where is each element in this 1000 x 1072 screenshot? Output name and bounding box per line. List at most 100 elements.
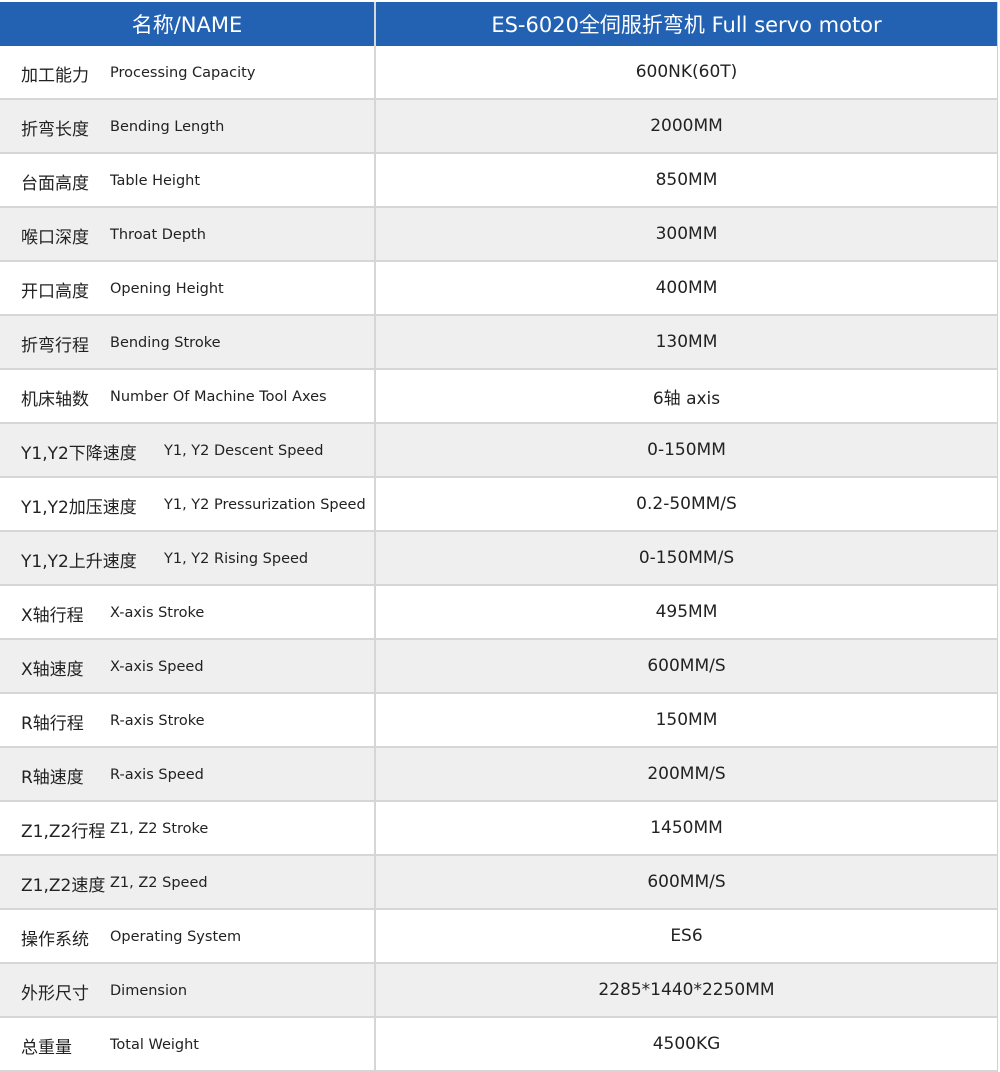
table-row: X轴速度 X-axis Speed 600MM/S <box>0 640 997 694</box>
spec-value: 130MM <box>655 332 718 352</box>
spec-name-cn: R轴速度 <box>21 768 84 788</box>
spec-value: 600MM/S <box>647 872 726 892</box>
spec-name-cn: Z1,Z2速度 <box>21 876 106 896</box>
spec-name-cell: 折弯行程 Bending Stroke <box>0 316 376 368</box>
spec-name-cell: 机床轴数 Number Of Machine Tool Axes <box>0 370 376 422</box>
spec-value: 495MM <box>655 602 718 622</box>
table-row: Z1,Z2速度 Z1, Z2 Speed 600MM/S <box>0 856 997 910</box>
spec-value: 600MM/S <box>647 656 726 676</box>
spec-value: 0-150MM/S <box>638 548 735 568</box>
spec-name-en: Opening Height <box>110 281 224 297</box>
table-row: X轴行程 X-axis Stroke 495MM <box>0 586 997 640</box>
spec-name-cn: X轴速度 <box>21 660 84 680</box>
spec-name-cn: X轴行程 <box>21 606 84 626</box>
spec-name-en: R-axis Stroke <box>110 713 205 729</box>
header-model: ES-6020全伺服折弯机 Full servo motor <box>491 13 882 37</box>
spec-value: 0.2-50MM/S <box>636 494 737 514</box>
spec-value: 600NK(60T) <box>635 62 738 82</box>
spec-name-cell: Y1,Y2上升速度 Y1, Y2 Rising Speed <box>0 532 376 584</box>
spec-name-cn: Z1,Z2行程 <box>21 822 106 842</box>
spec-name-cell: Z1,Z2行程 Z1, Z2 Stroke <box>0 802 376 854</box>
table-row: 总重量 Total Weight 4500KG <box>0 1018 997 1072</box>
table-row: 外形尺寸 Dimension 2285*1440*2250MM <box>0 964 997 1018</box>
spec-value: 6轴 axis <box>652 388 721 409</box>
spec-name-cell: Z1,Z2速度 Z1, Z2 Speed <box>0 856 376 908</box>
spec-name-cn: 喉口深度 <box>21 228 89 248</box>
spec-name-cell: R轴行程 R-axis Stroke <box>0 694 376 746</box>
header-name: 名称/NAME <box>0 2 376 46</box>
spec-name-cn: 操作系统 <box>21 930 89 950</box>
spec-name-cell: 开口高度 Opening Height <box>0 262 376 314</box>
spec-name-cell: X轴行程 X-axis Stroke <box>0 586 376 638</box>
spec-name-en: Number Of Machine Tool Axes <box>110 389 327 405</box>
spec-name-en: Y1, Y2 Descent Speed <box>164 443 324 459</box>
spec-value: 400MM <box>655 278 718 298</box>
spec-value: 1450MM <box>650 818 723 838</box>
table-row: Y1,Y2下降速度 Y1, Y2 Descent Speed 0-150MM <box>0 424 997 478</box>
spec-name-cn: 加工能力 <box>21 66 89 86</box>
spec-name-cn: 折弯长度 <box>21 120 89 140</box>
spec-value: 300MM <box>655 224 718 244</box>
table-row: 喉口深度 Throat Depth 300MM <box>0 208 997 262</box>
spec-name-en: Z1, Z2 Stroke <box>110 821 209 837</box>
spec-name-cn: 开口高度 <box>21 282 89 302</box>
spec-name-cell: 喉口深度 Throat Depth <box>0 208 376 260</box>
spec-name-cell: X轴速度 X-axis Speed <box>0 640 376 692</box>
table-row: 折弯行程 Bending Stroke 130MM <box>0 316 997 370</box>
spec-name-cell: 外形尺寸 Dimension <box>0 964 376 1016</box>
table-row: R轴行程 R-axis Stroke 150MM <box>0 694 997 748</box>
spec-name-en: Bending Length <box>110 119 225 135</box>
spec-name-en: Processing Capacity <box>110 65 256 81</box>
table-header: 名称/NAME ES-6020全伺服折弯机 Full servo motor <box>0 2 997 46</box>
spec-name-cn: 总重量 <box>21 1038 72 1058</box>
spec-name-en: Y1, Y2 Rising Speed <box>164 551 309 567</box>
table-row: 台面高度 Table Height 850MM <box>0 154 997 208</box>
table-row: 操作系统 Operating System ES6 <box>0 910 997 964</box>
table-row: R轴速度 R-axis Speed 200MM/S <box>0 748 997 802</box>
spec-value: 150MM <box>655 710 718 730</box>
spec-value: 200MM/S <box>647 764 726 784</box>
table-row: 开口高度 Opening Height 400MM <box>0 262 997 316</box>
spec-name-en: R-axis Speed <box>110 767 204 783</box>
spec-name-cell: 加工能力 Processing Capacity <box>0 46 376 98</box>
spec-name-cn: Y1,Y2加压速度 <box>21 498 137 518</box>
table-row: Y1,Y2加压速度 Y1, Y2 Pressurization Speed 0.2-… <box>0 478 997 532</box>
table-row: 折弯长度 Bending Length 2000MM <box>0 100 997 154</box>
table-row: 加工能力 Processing Capacity 600NK(60T) <box>0 46 997 100</box>
spec-name-cell: 台面高度 Table Height <box>0 154 376 206</box>
spec-name-cn: Y1,Y2下降速度 <box>21 444 137 464</box>
spec-name-cell: Y1,Y2加压速度 Y1, Y2 Pressurization Speed <box>0 478 376 530</box>
spec-name-cell: 折弯长度 Bending Length <box>0 100 376 152</box>
spec-name-cell: 总重量 Total Weight <box>0 1018 376 1070</box>
spec-name-en: Bending Stroke <box>110 335 221 351</box>
spec-name-cn: 折弯行程 <box>21 336 89 356</box>
spec-name-en: X-axis Stroke <box>110 605 205 621</box>
spec-name-en: Z1, Z2 Speed <box>110 875 208 891</box>
spec-name-en: Y1, Y2 Pressurization Speed <box>164 497 366 513</box>
spec-value: 2285*1440*2250MM <box>598 980 775 1000</box>
spec-name-en: Operating System <box>110 929 242 945</box>
spec-name-cell: Y1,Y2下降速度 Y1, Y2 Descent Speed <box>0 424 376 476</box>
spec-value: 2000MM <box>650 116 723 136</box>
spec-value: ES6 <box>670 926 703 946</box>
spec-name-cn: 外形尺寸 <box>21 984 89 1004</box>
spec-name-en: X-axis Speed <box>110 659 204 675</box>
table-row: Z1,Z2行程 Z1, Z2 Stroke 1450MM <box>0 802 997 856</box>
spec-name-cn: 机床轴数 <box>21 390 89 410</box>
spec-name-cn: R轴行程 <box>21 714 84 734</box>
spec-name-cn: Y1,Y2上升速度 <box>21 552 137 572</box>
spec-name-cell: R轴速度 R-axis Speed <box>0 748 376 800</box>
spec-value: 850MM <box>655 170 718 190</box>
spec-name-en: Total Weight <box>110 1037 199 1053</box>
table-row: 机床轴数 Number Of Machine Tool Axes 6轴 axis <box>0 370 997 424</box>
spec-name-cell: 操作系统 Operating System <box>0 910 376 962</box>
table-row: Y1,Y2上升速度 Y1, Y2 Rising Speed 0-150MM/S <box>0 532 997 586</box>
table-body: 加工能力 Processing Capacity 600NK(60T) 折弯长度 Ben… <box>0 46 997 1072</box>
spec-name-en: Throat Depth <box>110 227 206 243</box>
spec-value: 0-150MM <box>647 440 726 460</box>
spec-name-en: Dimension <box>110 983 188 999</box>
spec-name-en: Table Height <box>110 173 201 189</box>
spec-name-cn: 台面高度 <box>21 174 89 194</box>
spec-value: 4500KG <box>652 1034 721 1054</box>
